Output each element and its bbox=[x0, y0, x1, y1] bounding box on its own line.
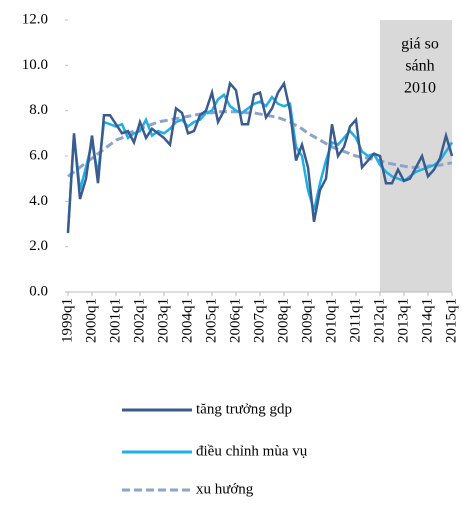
x-tick-label: 2006q1 bbox=[227, 298, 243, 343]
x-tick-label: 2012q1 bbox=[371, 298, 387, 343]
series-line bbox=[67, 110, 453, 178]
y-tick-label: 8.0 bbox=[29, 102, 48, 118]
x-tick-label: 2002q1 bbox=[131, 298, 147, 343]
x-tick-label: 2015q1 bbox=[443, 298, 459, 343]
x-tick-label: 2008q1 bbox=[275, 298, 291, 343]
legend-label: tăng trưởng gdp bbox=[196, 401, 292, 417]
x-tick-label: 2001q1 bbox=[107, 298, 123, 343]
annotation: giá so bbox=[401, 36, 439, 53]
legend-label: xu hướng bbox=[196, 481, 254, 497]
legend-label: điều chỉnh mùa vụ bbox=[196, 443, 308, 459]
y-tick-label: 10.0 bbox=[22, 57, 48, 73]
x-tick-label: 2003q1 bbox=[155, 298, 171, 343]
x-tick-label: 2000q1 bbox=[83, 298, 99, 343]
x-tick-label: 2014q1 bbox=[419, 298, 435, 343]
y-tick-label: 6.0 bbox=[29, 147, 48, 163]
x-tick-label: 2009q1 bbox=[299, 298, 315, 343]
x-tick-label: 2007q1 bbox=[251, 298, 267, 343]
y-tick-label: 4.0 bbox=[29, 193, 48, 209]
x-tick-label: 2004q1 bbox=[179, 298, 195, 343]
y-tick-label: 2.0 bbox=[29, 238, 48, 254]
series-line bbox=[66, 80, 454, 234]
x-tick-label: 2005q1 bbox=[203, 298, 219, 343]
annotation: sánh bbox=[405, 58, 434, 75]
x-tick-label: 2011q1 bbox=[347, 298, 363, 342]
x-tick-label: 1999q1 bbox=[59, 298, 75, 343]
annotation: 2010 bbox=[404, 80, 436, 97]
y-tick-label: 12.0 bbox=[22, 11, 48, 27]
x-tick-label: 2013q1 bbox=[395, 298, 411, 343]
series-line bbox=[66, 92, 454, 231]
x-tick-label: 2010q1 bbox=[323, 298, 339, 343]
y-tick-label: 0.0 bbox=[29, 283, 48, 299]
